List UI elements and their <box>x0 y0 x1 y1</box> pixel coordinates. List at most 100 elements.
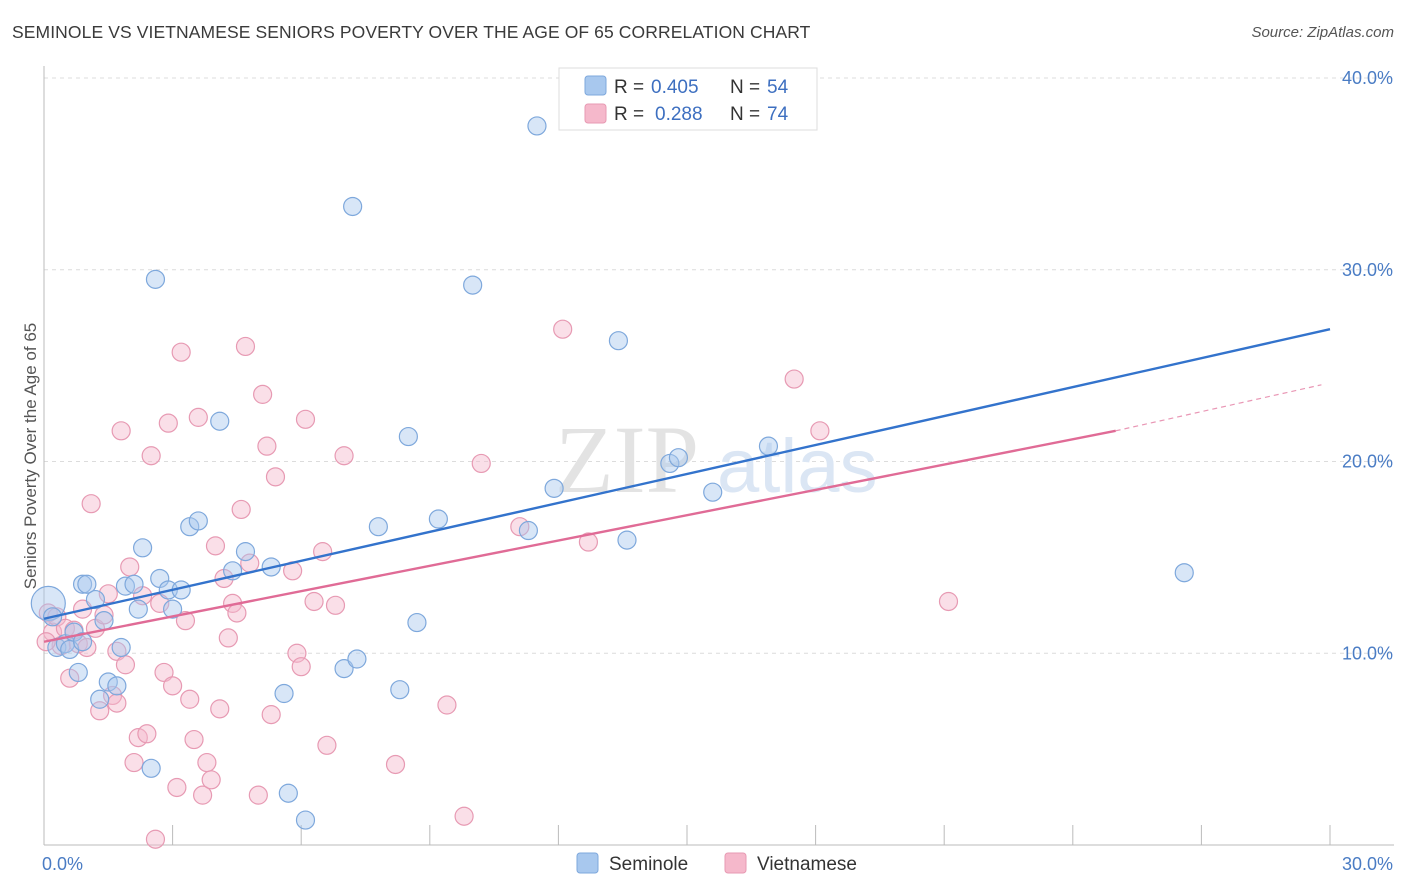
vietnamese-point <box>437 695 457 715</box>
vietnamese-point <box>154 662 174 683</box>
vietnamese-point <box>291 657 311 677</box>
legend-seminole-r-label: R = <box>614 77 644 98</box>
vietnamese-point <box>265 467 286 487</box>
vietnamese-point <box>120 557 140 577</box>
vietnamese-point <box>175 611 196 631</box>
vietnamese-point <box>261 705 281 725</box>
vietnamese-point <box>111 421 131 441</box>
vietnamese-point <box>454 806 474 826</box>
legend-vietnamese-r-value: 0.288 <box>655 104 703 125</box>
seminole-point <box>235 542 256 562</box>
seminole-point <box>128 599 148 619</box>
seminole-point <box>132 538 153 558</box>
axes <box>43 66 1394 846</box>
seminole-point <box>343 196 363 217</box>
x-tick-labels: 0.0% 30.0% <box>42 854 1393 874</box>
vietnamese-point <box>553 319 573 339</box>
vietnamese-point <box>167 777 187 798</box>
seminole-point <box>111 637 131 658</box>
seminole-point <box>527 116 547 136</box>
vietnamese-point <box>295 409 316 429</box>
vietnamese-point <box>471 453 491 474</box>
seminole-point <box>390 680 410 700</box>
vietnamese-point <box>810 421 830 441</box>
seminole-point <box>68 662 88 683</box>
seminole-point <box>90 689 110 709</box>
seminole-point <box>703 482 723 502</box>
vietnamese-point <box>197 752 217 773</box>
seminole-point <box>295 810 316 830</box>
vietnamese-point <box>325 595 346 615</box>
vietnamese-point <box>201 770 221 790</box>
seminole-point <box>107 676 127 696</box>
seminole-point <box>617 530 637 550</box>
vietnamese-point <box>81 494 101 514</box>
chart-title: SEMINOLE VS VIETNAMESE SENIORS POVERTY O… <box>12 22 811 42</box>
y-tick-label: 30.0% <box>1342 260 1393 280</box>
seminole-point <box>274 683 294 704</box>
vietnamese-point <box>205 536 226 556</box>
legend-seminole-n-label: N = <box>730 77 760 98</box>
source-credit: Source: ZipAtlas.com <box>1251 24 1394 41</box>
watermark-zip: ZIP <box>555 406 699 513</box>
seminole-point <box>334 658 354 679</box>
vietnamese-point <box>784 369 804 389</box>
vietnamese-points <box>36 319 959 849</box>
vietnamese-trend-line <box>43 429 1116 643</box>
y-tick-label: 20.0% <box>1342 452 1393 472</box>
y-axis-label: Seniors Poverty Over the Age of 65 <box>21 323 40 589</box>
bottom-legend-vietnamese-swatch <box>724 852 747 874</box>
legend-seminole-r-value: 0.405 <box>651 77 699 98</box>
x-tick-label-end: 30.0% <box>1342 854 1393 874</box>
vietnamese-point <box>180 689 200 709</box>
vietnamese-point <box>231 499 251 520</box>
vietnamese-point <box>334 446 354 466</box>
seminole-point <box>518 520 538 541</box>
seminole-trend-line <box>43 328 1331 620</box>
vietnamese-point <box>193 785 213 805</box>
y-tick-labels: 10.0% 20.0% 30.0% 40.0% <box>1342 68 1393 663</box>
seminole-point <box>347 649 367 669</box>
seminole-point <box>72 632 93 652</box>
bottom-legend: Seminole Vietnamese <box>576 852 857 875</box>
bottom-legend-vietnamese: Vietnamese <box>757 854 857 875</box>
seminole-point <box>368 517 388 537</box>
vietnamese-point <box>124 752 144 773</box>
seminole-point <box>141 758 161 778</box>
vietnamese-point <box>578 532 599 552</box>
legend-vietnamese-n-label: N = <box>730 104 760 125</box>
vietnamese-point <box>385 754 406 775</box>
legend-seminole-n-value: 54 <box>767 77 789 98</box>
legend-vietnamese-r-label: R = <box>614 104 644 125</box>
vietnamese-point <box>257 436 277 456</box>
seminole-point <box>77 574 97 594</box>
seminole-point <box>758 436 779 456</box>
vietnamese-point <box>248 785 268 805</box>
vietnamese-point <box>188 407 208 427</box>
vietnamese-point <box>304 591 324 612</box>
vietnamese-point <box>158 413 178 433</box>
vietnamese-point <box>938 591 959 612</box>
legend: R = 0.405 N = 54 R = 0.288 N = 74 <box>558 67 818 131</box>
vietnamese-point <box>317 735 337 755</box>
vietnamese-point <box>253 384 273 404</box>
seminole-point <box>94 611 114 631</box>
seminole-point <box>30 585 66 621</box>
vietnamese-point <box>115 655 136 675</box>
seminole-point <box>463 275 483 295</box>
seminole-point <box>163 599 183 619</box>
y-tick-label: 40.0% <box>1342 68 1393 88</box>
seminole-point <box>428 509 448 529</box>
legend-seminole-swatch <box>584 75 607 96</box>
vietnamese-point <box>137 724 157 744</box>
seminole-point <box>398 426 418 447</box>
vietnamese-point <box>184 729 204 750</box>
vietnamese-point <box>218 628 238 648</box>
x-tick-label-start: 0.0% <box>42 854 83 874</box>
vietnamese-point <box>163 676 183 696</box>
vietnamese-point <box>171 342 191 362</box>
trend-lines <box>43 328 1331 643</box>
vietnamese-point <box>90 701 110 721</box>
vietnamese-point <box>145 829 166 849</box>
